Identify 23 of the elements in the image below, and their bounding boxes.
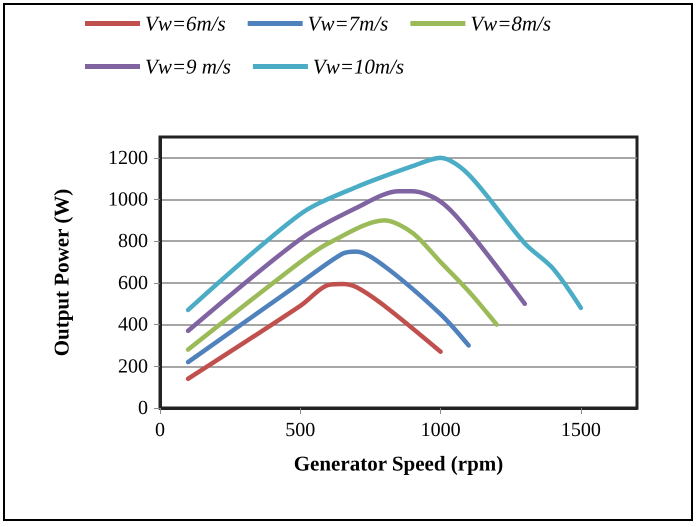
y-tick-label: 400 xyxy=(118,314,148,336)
line-series xyxy=(186,249,471,364)
x-tick-label: 1500 xyxy=(560,419,601,441)
legend-label: Vw=6m/s xyxy=(145,12,226,36)
x-axis-title: Generator Speed (rpm) xyxy=(294,452,504,476)
x-tick-label: 0 xyxy=(155,419,165,441)
x-tick-label: 1000 xyxy=(420,419,461,441)
line-series xyxy=(186,282,443,382)
y-tick-label: 800 xyxy=(118,230,148,252)
y-tick-label: 1000 xyxy=(108,188,148,211)
line-series xyxy=(186,156,584,312)
y-tick-label: 1200 xyxy=(108,146,148,169)
legend-label: Vw=8m/s xyxy=(470,12,552,36)
y-axis-title: Output Power (W) xyxy=(50,188,74,356)
legend-label: Vw=7m/s xyxy=(308,12,388,36)
x-tick-label: 500 xyxy=(285,419,316,441)
legend-label: Vw=10m/s xyxy=(312,54,404,78)
y-tick-label: 200 xyxy=(118,355,148,378)
line-series xyxy=(186,218,499,352)
legend-label: Vw=9 m/s xyxy=(145,54,231,78)
y-tick-label: 600 xyxy=(118,272,148,294)
y-tick-label: 0 xyxy=(138,397,148,419)
line-series xyxy=(186,188,528,334)
